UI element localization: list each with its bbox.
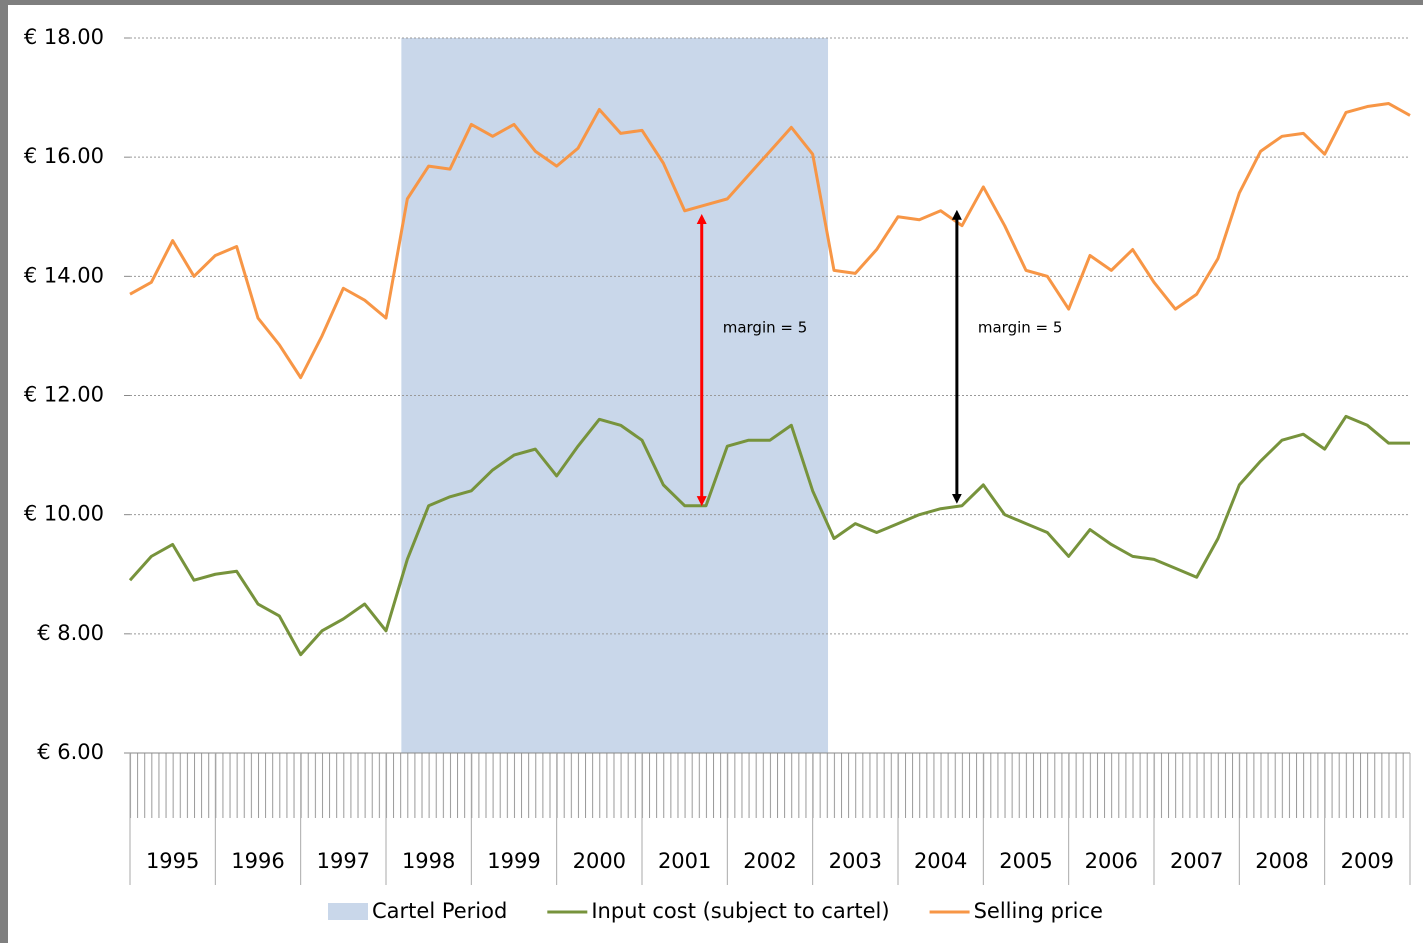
y-tick-label: € 12.00 bbox=[24, 383, 104, 407]
x-tick-label: 2008 bbox=[1255, 849, 1308, 873]
x-tick-label: 2000 bbox=[573, 849, 626, 873]
x-tick-label: 1996 bbox=[231, 849, 284, 873]
legend-label: Cartel Period bbox=[372, 899, 507, 923]
y-tick-label: € 10.00 bbox=[24, 502, 104, 526]
x-tick-label: 1998 bbox=[402, 849, 455, 873]
minor-ticks bbox=[130, 753, 1410, 818]
y-tick-label: € 16.00 bbox=[24, 144, 104, 168]
x-tick-label: 2007 bbox=[1170, 849, 1223, 873]
x-tick-label: 2002 bbox=[743, 849, 796, 873]
series-line bbox=[128, 414, 1410, 657]
y-tick-label: € 14.00 bbox=[24, 263, 104, 287]
y-tick-label: € 8.00 bbox=[37, 621, 104, 645]
x-tick-label: 2003 bbox=[829, 849, 882, 873]
y-tick-label: € 18.00 bbox=[24, 25, 104, 49]
y-tick-label: € 6.00 bbox=[37, 740, 104, 764]
legend-label: Input cost (subject to cartel) bbox=[591, 899, 889, 923]
annotation-text: margin = 5 bbox=[978, 319, 1063, 337]
x-tick-label: 2006 bbox=[1085, 849, 1138, 873]
x-tick-label: 2009 bbox=[1341, 849, 1394, 873]
series-line bbox=[129, 102, 1411, 380]
x-tick-label: 1997 bbox=[317, 849, 370, 873]
x-tick-label: 2005 bbox=[999, 849, 1052, 873]
legend-swatch bbox=[328, 903, 368, 920]
annotation-text: margin = 5 bbox=[723, 319, 808, 337]
x-tick-label: 1999 bbox=[487, 849, 540, 873]
legend-label: Selling price bbox=[974, 899, 1103, 923]
x-tick-label: 1995 bbox=[146, 849, 199, 873]
x-tick-label: 2004 bbox=[914, 849, 967, 873]
x-tick-label: 2001 bbox=[658, 849, 711, 873]
